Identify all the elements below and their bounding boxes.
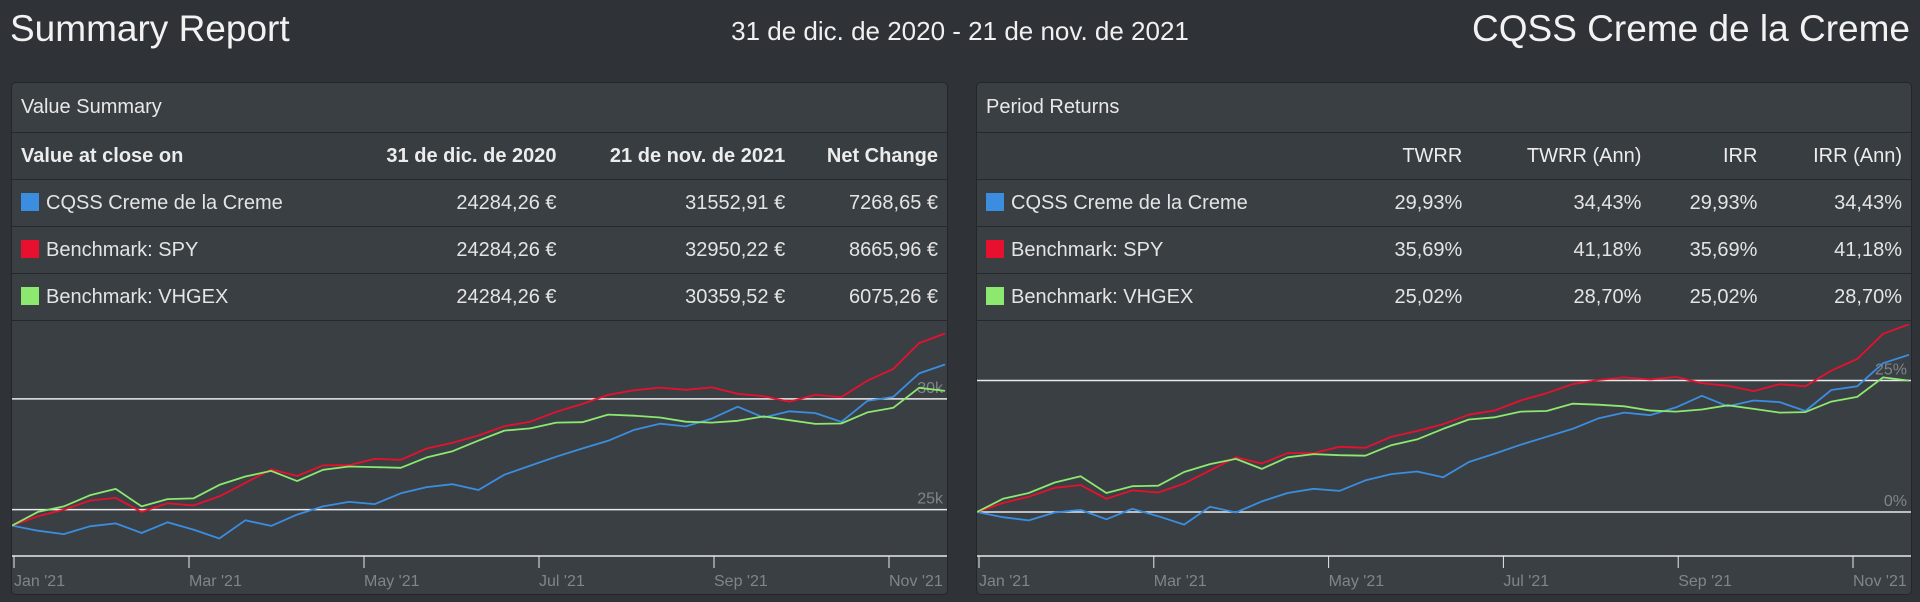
legend-swatch [986, 239, 1004, 258]
value-summary-panel: Value Summary Value at close on 31 de di… [11, 82, 948, 595]
column-header [977, 133, 1356, 180]
legend-swatch [986, 192, 1004, 211]
x-tick-label: Jul '21 [539, 573, 585, 590]
y-tick-label: 25k [917, 491, 944, 508]
legend-swatch [21, 192, 39, 211]
end-value: 31552,91 € [565, 179, 795, 227]
series-name: Benchmark: SPY [1011, 238, 1164, 261]
top-bar: Summary Report 31 de dic. de 2020 - 21 d… [0, 0, 1920, 64]
series-line [12, 386, 946, 527]
x-tick-label: Sep '21 [714, 573, 768, 590]
returns-chart: 0% 25% Jan '21 Mar '21 May '21 Jul '21 Sep '21… [977, 324, 1911, 594]
column-header: TWRR [1355, 133, 1472, 180]
legend-swatch [21, 286, 39, 305]
series-name: CQSS Creme de la Creme [1011, 191, 1248, 214]
twrr-value: 25,02% [1355, 273, 1472, 321]
value-summary-table: Value at close on 31 de dic. de 2020 21 … [12, 133, 947, 321]
series-name: Benchmark: VHGEX [1011, 285, 1194, 308]
column-header: 21 de nov. de 2021 [565, 133, 795, 180]
x-tick-label: Jan '21 [979, 573, 1030, 590]
series-line [12, 332, 946, 527]
series-line [12, 363, 946, 540]
period-returns-panel: Period Returns TWRR TWRR (Ann) IRR IRR (… [976, 82, 1912, 595]
twrr-ann-value: 41,18% [1471, 226, 1651, 274]
series-name: Benchmark: SPY [46, 238, 199, 261]
portfolio-name: CQSS Creme de la Creme [1472, 8, 1910, 49]
y-tick-label: 0% [1884, 493, 1907, 510]
column-header: 31 de dic. de 2020 [342, 133, 566, 180]
column-header: IRR [1650, 133, 1767, 180]
x-tick-label: Sep '21 [1678, 573, 1732, 590]
period-returns-table: TWRR TWRR (Ann) IRR IRR (Ann) CQSS Creme… [977, 133, 1911, 321]
irr-value: 29,93% [1650, 179, 1767, 227]
irr-ann-value: 41,18% [1766, 226, 1911, 274]
x-tick-label: Nov '21 [889, 573, 943, 590]
legend-swatch [21, 239, 39, 258]
panel-title: Period Returns [977, 83, 1911, 133]
x-tick-label: Mar '21 [1154, 573, 1207, 590]
irr-value: 25,02% [1650, 273, 1767, 321]
table-row: Benchmark: SPY 24284,26 € 32950,22 € 866… [12, 226, 947, 274]
table-row: CQSS Creme de la Creme 24284,26 € 31552,… [12, 179, 947, 227]
legend-swatch [986, 286, 1004, 305]
page-title: Summary Report [10, 8, 290, 49]
panel-title: Value Summary [12, 83, 947, 133]
series-name: CQSS Creme de la Creme [46, 191, 283, 214]
column-header: IRR (Ann) [1766, 133, 1911, 180]
x-tick-label: Nov '21 [1853, 573, 1907, 590]
x-tick-label: May '21 [364, 573, 420, 590]
irr-value: 35,69% [1650, 226, 1767, 274]
net-change: 6075,26 € [794, 273, 947, 321]
column-header: Value at close on [12, 133, 343, 180]
twrr-ann-value: 28,70% [1471, 273, 1651, 321]
twrr-value: 29,93% [1355, 179, 1472, 227]
twrr-ann-value: 34,43% [1471, 179, 1651, 227]
x-tick-label: May '21 [1329, 573, 1385, 590]
end-value: 30359,52 € [565, 273, 795, 321]
x-tick-label: Jan '21 [14, 573, 65, 590]
end-value: 32950,22 € [565, 226, 795, 274]
table-row: Benchmark: VHGEX 25,02% 28,70% 25,02% 28… [977, 273, 1911, 321]
irr-ann-value: 34,43% [1766, 179, 1911, 227]
column-header: Net Change [794, 133, 947, 180]
table-row: Benchmark: VHGEX 24284,26 € 30359,52 € 6… [12, 273, 947, 321]
net-change: 8665,96 € [794, 226, 947, 274]
x-tick-label: Mar '21 [189, 573, 242, 590]
series-line [977, 376, 1910, 513]
net-change: 7268,65 € [794, 179, 947, 227]
series-line [977, 324, 1910, 513]
table-row: Benchmark: SPY 35,69% 41,18% 35,69% 41,1… [977, 226, 1911, 274]
x-tick-label: Jul '21 [1503, 573, 1549, 590]
series-line [977, 353, 1910, 526]
twrr-value: 35,69% [1355, 226, 1472, 274]
date-range: 31 de dic. de 2020 - 21 de nov. de 2021 [731, 16, 1189, 46]
start-value: 24284,26 € [342, 273, 566, 321]
y-tick-label: 25% [1875, 362, 1907, 379]
value-chart: 25k 30k Jan '21 Mar '21 May '21 Jul '21 Sep '2… [12, 324, 947, 594]
table-header-row: TWRR TWRR (Ann) IRR IRR (Ann) [977, 133, 1911, 180]
column-header: TWRR (Ann) [1471, 133, 1651, 180]
series-name: Benchmark: VHGEX [46, 285, 229, 308]
start-value: 24284,26 € [342, 226, 566, 274]
table-row: CQSS Creme de la Creme 29,93% 34,43% 29,… [977, 179, 1911, 227]
start-value: 24284,26 € [342, 179, 566, 227]
irr-ann-value: 28,70% [1766, 273, 1911, 321]
returns-chart-svg: 0% 25% Jan '21 Mar '21 May '21 Jul '21 Sep '21… [977, 324, 1911, 590]
table-header-row: Value at close on 31 de dic. de 2020 21 … [12, 133, 947, 180]
